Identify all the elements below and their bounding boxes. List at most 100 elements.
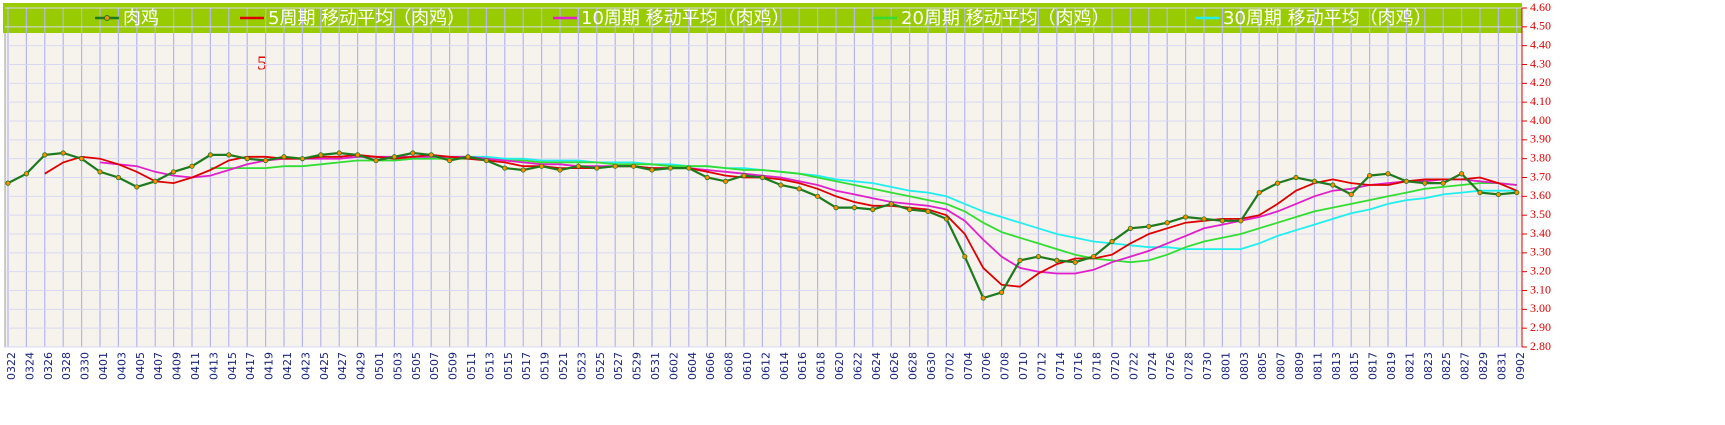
x-tick-label: 0622 (851, 352, 864, 380)
y-tick-label: 3.60 (1530, 188, 1551, 202)
data-point (520, 167, 526, 173)
data-point (1219, 218, 1226, 224)
data-point (943, 216, 950, 222)
data-point (1440, 180, 1446, 186)
data-point (722, 178, 729, 184)
data-point (649, 167, 655, 173)
data-point (79, 156, 85, 162)
data-point (759, 174, 766, 181)
x-tick-label: 0718 (1091, 352, 1104, 380)
data-point (630, 163, 637, 169)
data-point (980, 295, 986, 301)
x-tick-label: 0421 (281, 352, 294, 380)
data-point (60, 150, 66, 156)
data-point (1348, 191, 1354, 198)
x-tick-label: 0708 (999, 352, 1012, 380)
x-tick-label: 0831 (1495, 352, 1508, 380)
x-tick-label: 0330 (79, 352, 92, 380)
x-tick-label: 0513 (483, 352, 496, 380)
x-tick-label: 0714 (1054, 352, 1067, 380)
x-tick-label: 0704 (962, 352, 975, 380)
data-point (796, 186, 802, 192)
data-point (483, 157, 489, 164)
data-point (428, 152, 434, 158)
x-tick-label: 0429 (355, 352, 368, 380)
legend-marker (104, 15, 110, 21)
data-point (318, 152, 324, 158)
x-tick-label: 0405 (134, 352, 147, 380)
series-line (210, 157, 1517, 264)
data-point (1422, 180, 1428, 186)
y-tick-label: 3.00 (1530, 301, 1551, 315)
y-tick-label: 4.40 (1530, 37, 1551, 51)
annotation: 5 (257, 53, 267, 75)
x-tick-label: 0724 (1146, 352, 1159, 380)
legend-label: 10周期 移动平均（肉鸡） (581, 8, 790, 29)
data-point (115, 174, 122, 181)
data-point (354, 152, 361, 158)
y-tick-label: 4.00 (1530, 113, 1551, 127)
x-tick-label: 0728 (1183, 352, 1196, 380)
data-point (1201, 216, 1207, 222)
x-tick-label: 0726 (1164, 352, 1177, 380)
x-tick-label: 0805 (1256, 352, 1269, 380)
x-tick-label: 0503 (391, 352, 404, 380)
x-tick-label: 0612 (759, 352, 772, 380)
x-tick-label: 0628 (907, 352, 920, 380)
data-point (557, 167, 563, 173)
x-tick-label: 0521 (557, 352, 570, 380)
x-tick-label: 0620 (833, 352, 846, 380)
x-tick-label: 0616 (796, 352, 809, 380)
x-tick-label: 0706 (980, 352, 993, 380)
data-point (851, 205, 858, 211)
legend-label: 30周期 移动平均（肉鸡） (1223, 8, 1432, 29)
data-point (1311, 178, 1318, 184)
data-point (226, 152, 232, 158)
y-tick-label: 3.30 (1530, 245, 1551, 259)
x-tick-label: 0511 (465, 352, 478, 380)
data-point (906, 206, 913, 213)
data-point (998, 289, 1005, 295)
data-point (1238, 218, 1244, 224)
x-tick-label: 0815 (1348, 352, 1361, 380)
x-tick-label: 0702 (943, 352, 956, 380)
data-point (962, 254, 968, 260)
y-tick-label: 4.20 (1530, 75, 1551, 89)
data-point (704, 174, 710, 181)
data-point (42, 152, 48, 158)
data-point (870, 206, 876, 213)
x-tick-label: 0322 (5, 352, 18, 380)
data-point (667, 165, 674, 171)
x-tick-label: 0902 (1514, 352, 1527, 380)
data-point (1495, 191, 1502, 198)
x-tick-label: 0608 (723, 352, 736, 380)
data-point (299, 156, 305, 162)
x-tick-label: 0716 (1072, 352, 1085, 380)
legend-label: 20周期 移动平均（肉鸡） (901, 8, 1110, 29)
x-tick-label: 0825 (1440, 352, 1453, 380)
y-tick-label: 2.90 (1530, 320, 1551, 334)
data-point (1164, 220, 1170, 226)
x-tick-label: 0710 (1017, 352, 1030, 380)
data-point (1514, 189, 1520, 196)
data-point (207, 152, 213, 158)
x-tick-label: 0624 (870, 352, 883, 380)
data-point (189, 163, 195, 169)
x-tick-label: 0507 (428, 352, 441, 380)
y-tick-label: 3.20 (1530, 263, 1551, 277)
y-tick-label: 2.80 (1530, 339, 1551, 353)
data-point (888, 201, 894, 207)
data-point (778, 182, 784, 188)
x-tick-label: 0626 (888, 352, 901, 380)
data-point (410, 150, 416, 156)
x-tick-label: 0813 (1330, 352, 1343, 380)
x-tick-label: 0722 (1127, 352, 1140, 380)
data-point (23, 171, 29, 177)
x-tick-label: 0606 (704, 352, 717, 380)
data-point (446, 157, 453, 164)
y-tick-label: 4.60 (1530, 0, 1551, 14)
x-tick-label: 0509 (447, 352, 460, 380)
data-point (171, 169, 177, 175)
data-point (281, 154, 287, 160)
